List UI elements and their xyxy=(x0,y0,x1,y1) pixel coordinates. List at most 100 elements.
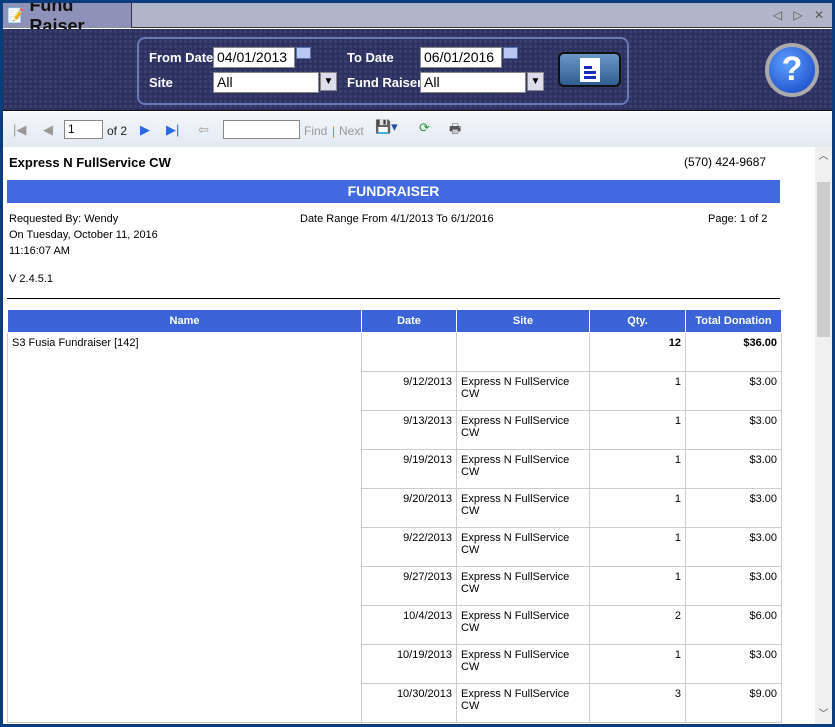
row-date: 10/19/2013 xyxy=(361,644,457,684)
row-date: 10/30/2013 xyxy=(361,683,457,723)
empty-cell xyxy=(361,332,457,372)
next-page-icon[interactable]: ▶ xyxy=(140,122,150,137)
print-icon[interactable]: 🖶 xyxy=(449,121,462,136)
form-icon: 📝 xyxy=(7,7,25,23)
row-date: 9/13/2013 xyxy=(361,410,457,450)
from-date-input[interactable]: 04/01/2013 xyxy=(213,47,295,68)
row-total: $3.00 xyxy=(685,371,782,411)
to-date-label: To Date xyxy=(347,50,394,65)
divider xyxy=(7,298,780,299)
col-name: Name xyxy=(7,309,362,333)
table-row: 10/4/2013 Express N FullService CW 2 $6.00 xyxy=(8,605,782,645)
vertical-scrollbar[interactable]: ︿ ﹀ xyxy=(815,147,832,724)
row-site: Express N FullService CW xyxy=(456,410,590,450)
row-site: Express N FullService CW xyxy=(456,449,590,489)
row-total: $6.00 xyxy=(685,605,782,645)
run-report-button[interactable] xyxy=(558,52,621,87)
col-date: Date xyxy=(361,309,457,333)
table-row: 9/13/2013 Express N FullService CW 1 $3.00 xyxy=(8,410,782,450)
scroll-thumb[interactable] xyxy=(817,182,830,337)
from-date-label: From Date xyxy=(149,50,214,65)
col-qty: Qty. xyxy=(589,309,686,333)
find-link[interactable]: Find xyxy=(304,124,328,138)
to-date-input[interactable]: 06/01/2016 xyxy=(420,47,502,68)
date-range: Date Range From 4/1/2013 To 6/1/2016 xyxy=(300,213,494,225)
back-icon[interactable]: ⇦ xyxy=(198,122,209,137)
row-qty: 1 xyxy=(589,371,686,411)
row-total: $3.00 xyxy=(685,527,782,567)
run-date: On Tuesday, October 11, 2016 xyxy=(9,229,158,241)
report-icon xyxy=(579,57,600,82)
help-button[interactable]: ? xyxy=(765,43,819,97)
row-qty: 3 xyxy=(589,683,686,723)
empty-cell xyxy=(456,332,590,372)
site-label: Site xyxy=(149,75,173,90)
site-select[interactable]: All xyxy=(213,72,319,93)
row-qty: 2 xyxy=(589,605,686,645)
report-body: Express N FullService CW (570) 424-9687 … xyxy=(3,147,813,724)
requested-by: Requested By: Wendy xyxy=(9,213,119,225)
prev-page-icon[interactable]: ◀ xyxy=(43,122,53,137)
export-icon[interactable]: 💾▾ xyxy=(375,119,398,134)
report-toolbar: |◀ ◀ 1 of 2 ▶ ▶| ⇦ Find | Next 💾▾ ⟳ 🖶 xyxy=(3,112,832,147)
row-date: 9/27/2013 xyxy=(361,566,457,606)
chevron-down-icon[interactable]: ▼ xyxy=(527,72,544,91)
table-row: 9/20/2013 Express N FullService CW 1 $3.00 xyxy=(8,488,782,528)
tab-fund-raiser[interactable]: 📝 Fund Raiser xyxy=(3,3,132,36)
row-site: Express N FullService CW xyxy=(456,683,590,723)
find-input[interactable] xyxy=(223,120,300,139)
last-page-icon[interactable]: ▶| xyxy=(166,122,180,137)
refresh-icon[interactable]: ⟳ xyxy=(419,120,430,135)
row-date: 9/19/2013 xyxy=(361,449,457,489)
chevron-down-icon[interactable]: ▼ xyxy=(320,72,337,91)
run-time: 11:16:07 AM xyxy=(9,245,70,257)
row-date: 9/12/2013 xyxy=(361,371,457,411)
row-total: $3.00 xyxy=(685,449,782,489)
phone: (570) 424-9687 xyxy=(684,155,767,169)
table-header: Name Date Site Qty. Total Donation xyxy=(7,309,782,333)
table-row: 9/27/2013 Express N FullService CW 1 $3.00 xyxy=(8,566,782,606)
row-site: Express N FullService CW xyxy=(456,644,590,684)
row-site: Express N FullService CW xyxy=(456,566,590,606)
fundraiser-table: Name Date Site Qty. Total Donation S3 Fu… xyxy=(7,309,782,723)
first-page-icon[interactable]: |◀ xyxy=(13,122,27,137)
table-row: 10/30/2013 Express N FullService CW 3 $9.00 xyxy=(8,683,782,723)
company-name: Express N FullService CW xyxy=(9,155,171,170)
row-total: $3.00 xyxy=(685,644,782,684)
row-site: Express N FullService CW xyxy=(456,527,590,567)
fund-raiser-window: 📝 Fund Raiser ◁ ▷ ✕ From Date 04/01/2013 … xyxy=(3,3,832,724)
col-total: Total Donation xyxy=(685,309,782,333)
page-count: of 2 xyxy=(107,124,128,138)
calendar-icon[interactable] xyxy=(503,47,518,59)
table-row: 9/12/2013 Express N FullService CW 1 $3.00 xyxy=(8,371,782,411)
col-site: Site xyxy=(456,309,590,333)
scroll-down-icon[interactable]: ﹀ xyxy=(818,709,829,720)
report-banner: FUNDRAISER xyxy=(7,180,780,203)
row-site: Express N FullService CW xyxy=(456,488,590,528)
fundraiser-select[interactable]: All xyxy=(420,72,526,93)
row-qty: 1 xyxy=(589,488,686,528)
table-row: 9/19/2013 Express N FullService CW 1 $3.00 xyxy=(8,449,782,489)
row-qty: 1 xyxy=(589,449,686,489)
group-row: S3 Fusia Fundraiser [142] 12 $36.00 xyxy=(7,332,782,723)
group-total: $36.00 xyxy=(685,332,782,372)
filter-header: From Date 04/01/2013 To Date 06/01/2016 … xyxy=(3,29,832,111)
table-row: 10/19/2013 Express N FullService CW 1 $3.00 xyxy=(8,644,782,684)
row-qty: 1 xyxy=(589,527,686,567)
row-site: Express N FullService CW xyxy=(456,605,590,645)
scroll-up-icon[interactable]: ︿ xyxy=(818,151,829,162)
separator: | xyxy=(332,124,336,138)
window-controls[interactable]: ◁ ▷ ✕ xyxy=(772,8,828,22)
row-date: 10/4/2013 xyxy=(361,605,457,645)
group-name: S3 Fusia Fundraiser [142] xyxy=(7,332,362,723)
title-bar: 📝 Fund Raiser ◁ ▷ ✕ xyxy=(3,3,832,36)
table-row: 9/22/2013 Express N FullService CW 1 $3.00 xyxy=(8,527,782,567)
calendar-icon[interactable] xyxy=(296,47,311,59)
row-qty: 1 xyxy=(589,566,686,606)
next-link[interactable]: Next xyxy=(339,124,364,138)
row-date: 9/20/2013 xyxy=(361,488,457,528)
version: V 2.4.5.1 xyxy=(9,273,54,285)
group-qty: 12 xyxy=(589,332,686,372)
page-input[interactable]: 1 xyxy=(64,120,103,139)
row-total: $3.00 xyxy=(685,566,782,606)
